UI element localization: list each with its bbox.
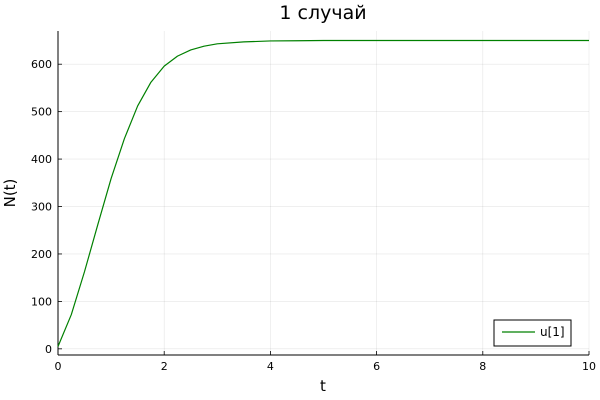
x-tick-label: 4 — [267, 360, 274, 373]
x-tick-label: 2 — [161, 360, 168, 373]
legend-label-u1: u[1] — [540, 325, 565, 339]
x-tick-label: 10 — [582, 360, 596, 373]
series-layer — [57, 39, 589, 347]
legend-box — [493, 319, 572, 347]
y-tick-label: 100 — [31, 295, 52, 308]
grid-lines — [57, 31, 590, 355]
x-tick-label: 0 — [55, 360, 62, 373]
y-tick-label: 500 — [31, 106, 52, 119]
x-tick-label: 6 — [373, 360, 380, 373]
y-tick-label: 300 — [31, 201, 52, 214]
y-tick-label: 0 — [45, 343, 52, 356]
chart-title: 1 случай — [279, 2, 366, 24]
y-tick-label: 600 — [31, 58, 52, 71]
x-tick-label: 8 — [479, 360, 486, 373]
axes — [57, 31, 590, 356]
legend: u[1] — [493, 319, 572, 347]
series-line-u1 — [57, 39, 589, 347]
y-axis-title: N(t) — [1, 179, 19, 208]
x-axis-title: t — [320, 377, 326, 395]
y-tick-label: 400 — [31, 153, 52, 166]
y-tick-label: 200 — [31, 248, 52, 261]
